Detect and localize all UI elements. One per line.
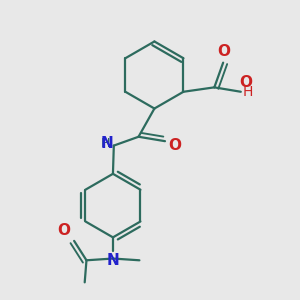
Text: N: N xyxy=(100,136,113,151)
Text: O: O xyxy=(58,223,70,238)
Text: O: O xyxy=(239,75,252,90)
Text: H: H xyxy=(243,85,253,99)
Text: O: O xyxy=(218,44,230,59)
Text: N: N xyxy=(106,253,119,268)
Text: H: H xyxy=(101,137,110,150)
Text: O: O xyxy=(169,138,182,153)
